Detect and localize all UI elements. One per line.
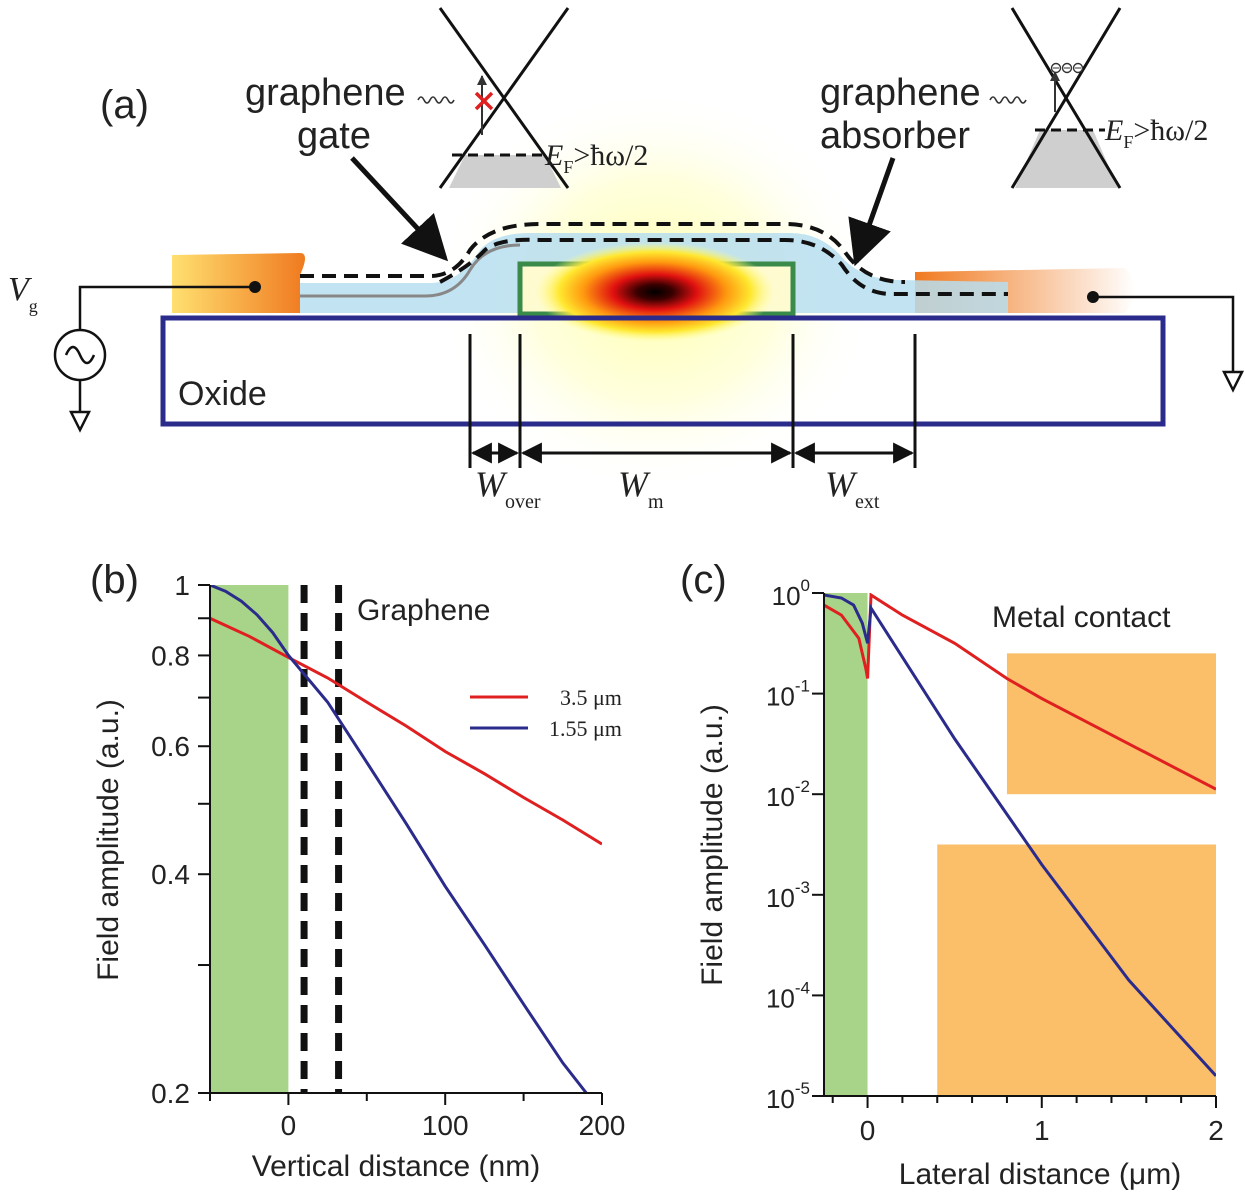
- y-tick-label: 10-4: [766, 978, 810, 1013]
- w-ext-label: Wext: [825, 464, 880, 513]
- y-tick-label: 0.2: [151, 1078, 190, 1109]
- oxide-label: Oxide: [178, 375, 267, 413]
- right-ground-icon: [1221, 370, 1245, 393]
- y-tick-label: 0.6: [151, 731, 190, 762]
- vg-label: Vg: [8, 271, 38, 316]
- blocked-x-icon: [474, 91, 494, 111]
- graphene-absorber-dashed: [439, 237, 1008, 296]
- w-m-label: Wm: [618, 464, 664, 513]
- voltage-source-circuit: Vg: [8, 271, 261, 433]
- legend: 3.5 μm 1.55 μm: [470, 685, 622, 741]
- y-tick-label: 10-1: [766, 677, 810, 712]
- gate-label-line1: graphene: [245, 72, 406, 114]
- right-wire: [1093, 295, 1235, 372]
- left-ground-icon: [68, 410, 92, 433]
- y-tick-label: 100: [772, 576, 810, 611]
- waveguide-region: [824, 593, 868, 1096]
- y-tick-label: 10-2: [766, 777, 810, 812]
- x-tick-label: 2: [1208, 1115, 1224, 1146]
- series-line-0: [824, 593, 1216, 791]
- x-tick-label: 100: [422, 1110, 469, 1141]
- y-tick-label: 10-3: [766, 878, 810, 913]
- graphene-gate-dashed: [300, 222, 906, 284]
- right-band-diagram: EF>ħω/2: [989, 7, 1208, 189]
- left-filled-band: [449, 155, 561, 188]
- optical-mode: [535, 242, 775, 342]
- y-axis-label: Field amplitude (a.u.): [92, 699, 125, 981]
- dimension-markers: [468, 334, 917, 468]
- series-line-0: [210, 616, 602, 846]
- x-tick-label: 1: [1034, 1115, 1050, 1146]
- right-fermi-label: EF>ħω/2: [1104, 114, 1208, 152]
- x-axis-label: Lateral distance (μm): [899, 1158, 1181, 1191]
- series-line-1: [824, 593, 1216, 1077]
- absorber-label-line2: absorber: [820, 115, 970, 157]
- metal-contact-annotation: Metal contact: [992, 601, 1171, 634]
- panel-a: (a) Oxide graphene gate graphene absorbe…: [8, 7, 1245, 513]
- right-cone-line2: [1010, 7, 1122, 189]
- x-tick-label: 0: [860, 1115, 876, 1146]
- y-axis-label: Field amplitude (a.u.): [696, 704, 729, 986]
- panel-b-label: (b): [90, 558, 139, 602]
- left-cone-line2: [438, 7, 570, 189]
- series-line-1: [210, 585, 588, 1093]
- metal-contact-region: [937, 844, 1216, 1096]
- left-wire: [78, 285, 255, 330]
- panel-b-chart: (b) 0.2 0.4 0.6 0.8 1 0 100 200 Graphene 3.5 μm…: [90, 558, 625, 1183]
- graphene-annotation: Graphene: [357, 594, 490, 627]
- legend-label-red: 3.5 μm: [560, 685, 622, 710]
- sine-wave-icon: [64, 345, 96, 365]
- absorber-label-line1: graphene: [820, 72, 981, 114]
- panel-c-chart: (c) 100 10-1 10-2 10-3 10-4 10-5 0 1 2 Metal con…: [680, 558, 1224, 1191]
- x-axis-label: Vertical distance (nm): [252, 1150, 540, 1183]
- gate-pointer-arrow: [350, 156, 449, 262]
- panel-a-label: (a): [100, 83, 149, 127]
- left-photon-wave-icon: [417, 96, 455, 104]
- panel-c-label: (c): [680, 558, 727, 602]
- x-tick-label: 200: [579, 1110, 626, 1141]
- y-tick-label: 0.8: [151, 640, 190, 671]
- left-band-diagram: EF>ħω/2: [417, 7, 648, 189]
- oxide-layer: [160, 315, 1166, 427]
- gate-label-line2: gate: [297, 115, 371, 157]
- left-fermi-label: EF>ħω/2: [544, 139, 648, 177]
- ground-circuit: [1087, 291, 1245, 393]
- absorber-pointer-arrow: [848, 157, 896, 267]
- x-tick-label: 0: [281, 1110, 297, 1141]
- w-over-label: Wover: [475, 464, 541, 513]
- y-tick-label: 10-5: [766, 1079, 810, 1114]
- gate-graphene-layer: [300, 243, 521, 298]
- left-metal-contact: [172, 253, 305, 313]
- y-tick-label: 1: [174, 570, 190, 601]
- right-photon-wave-icon: [989, 96, 1027, 104]
- legend-label-blue: 1.55 μm: [549, 716, 622, 741]
- y-tick-label: 0.4: [151, 859, 190, 890]
- excited-electrons-icon: [1050, 62, 1084, 74]
- waveguide-region: [210, 585, 289, 1093]
